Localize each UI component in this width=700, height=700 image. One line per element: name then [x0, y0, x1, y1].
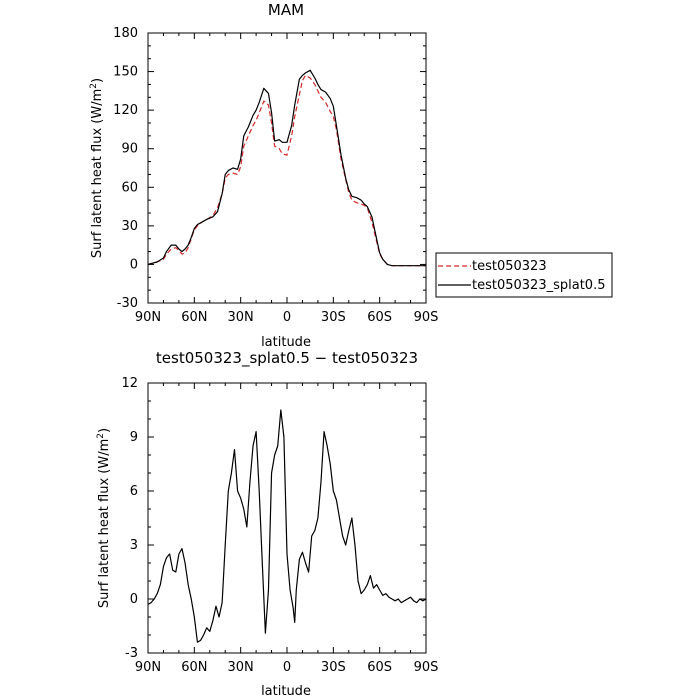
top-x-tick-label: 0	[283, 310, 291, 325]
top-x-tick-label: 30N	[228, 310, 254, 325]
top-y-tick-label: 180	[113, 26, 138, 41]
legend-label-splat: test050323_splat0.5	[472, 278, 605, 293]
bottom-panel: test050323_splat0.5 − test050323 90N 60N 3…	[96, 349, 438, 699]
bottom-x-tick-label: 90S	[414, 660, 439, 675]
top-panel-lines	[147, 69, 426, 267]
top-y-tick-label: 30	[121, 219, 138, 234]
bottom-panel-frame	[147, 382, 427, 654]
bottom-panel-x-axis-label: latitude	[261, 684, 311, 699]
top-x-tick-label: 90N	[135, 310, 161, 325]
top-series-line-0	[147, 74, 426, 267]
bottom-y-tick-label: 9	[130, 430, 138, 445]
legend-label-test050323: test050323	[472, 259, 547, 274]
bottom-x-tick-label: 90N	[135, 660, 161, 675]
top-x-tick-label: 30S	[321, 310, 346, 325]
top-y-tick-label: 60	[121, 180, 138, 195]
bottom-y-tick-label: 12	[121, 376, 138, 391]
top-y-tick-label: 120	[113, 103, 138, 118]
bottom-y-tick-label: 0	[130, 592, 138, 607]
top-panel-frame	[147, 32, 427, 304]
legend-box	[435, 252, 613, 298]
bottom-panel-y-axis-label: Surf latent heat flux (W/m2)	[96, 428, 112, 608]
top-panel-y-axis-label: Surf latent heat flux (W/m2)	[89, 78, 105, 258]
top-y-tick-label: -30	[117, 296, 138, 311]
legend: test050323 test050323_splat0.5	[435, 252, 613, 298]
bottom-x-tick-label: 60S	[367, 660, 392, 675]
top-series-line-1	[147, 69, 426, 267]
top-panel: MAM 90N 60N 30N 0 30S 60S 90S -30 0 30 60 90 120 150 1…	[89, 1, 438, 350]
bottom-panel-ticks: 90N 60N 30N 0 30S 60S 90S -3 0 3 6 9 12	[121, 376, 438, 675]
bottom-x-tick-label: 0	[283, 660, 291, 675]
bottom-x-tick-label: 30N	[228, 660, 254, 675]
top-panel-x-axis-label: latitude	[261, 335, 311, 350]
bottom-x-tick-label: 30S	[321, 660, 346, 675]
top-x-tick-label: 90S	[414, 310, 439, 325]
bottom-y-tick-label: 3	[130, 538, 138, 553]
bottom-y-tick-label: -3	[125, 646, 138, 661]
bottom-series-line-0	[147, 409, 427, 643]
top-panel-title: MAM	[268, 1, 304, 19]
top-y-tick-label: 0	[130, 257, 138, 272]
top-y-tick-label: 150	[113, 65, 138, 80]
top-panel-ticks: 90N 60N 30N 0 30S 60S 90S -30 0 30 60 90 120 150 180	[113, 26, 438, 325]
top-x-tick-label: 60S	[367, 310, 392, 325]
bottom-panel-lines	[147, 409, 427, 643]
bottom-y-tick-label: 6	[130, 484, 138, 499]
top-x-tick-label: 60N	[181, 310, 207, 325]
bottom-x-tick-label: 60N	[181, 660, 207, 675]
bottom-panel-title: test050323_splat0.5 − test050323	[156, 349, 418, 368]
top-y-tick-label: 90	[121, 142, 138, 157]
